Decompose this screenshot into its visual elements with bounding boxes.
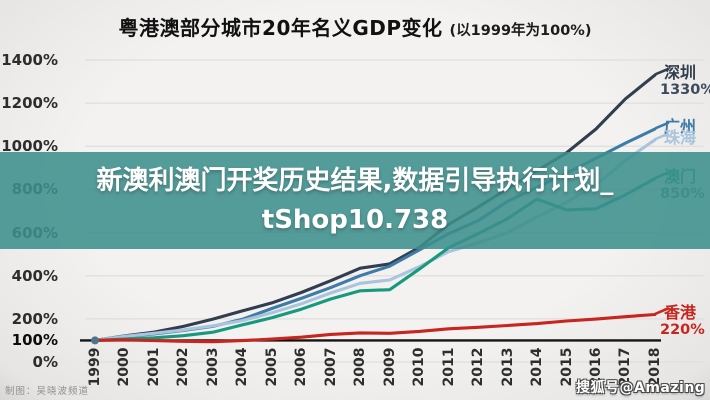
series-label-深圳: 深圳 xyxy=(664,63,697,83)
x-tick-2011: 2011 xyxy=(440,347,457,387)
leader-深圳 xyxy=(654,67,670,76)
overlay-ad-banner[interactable]: 新澳利澳门开奖历史结果,数据引导执行计划_ tShop10.738 xyxy=(0,152,710,249)
x-tick-2003: 2003 xyxy=(204,347,221,387)
x-tick-2005: 2005 xyxy=(263,347,280,387)
x-tick-2015: 2015 xyxy=(558,347,575,387)
x-tick-2012: 2012 xyxy=(470,347,487,387)
series-label-珠海: 珠海 xyxy=(664,127,697,147)
overlay-banner-line1: 新澳利澳门开奖历史结果,数据引导执行计划_ xyxy=(96,166,614,196)
series-endvalue-香港: 220% xyxy=(660,321,705,338)
series-endvalue-深圳: 1330% xyxy=(660,82,710,99)
leader-广州 xyxy=(654,121,670,130)
series-label-广州: 广州 xyxy=(664,117,697,137)
watermark-text: 搜狐号@Amazing xyxy=(576,380,706,396)
y-tick-1200%: 1200% xyxy=(1,94,58,113)
leader-香港 xyxy=(654,307,670,315)
start-point-marker xyxy=(91,336,99,345)
series-line-香港 xyxy=(93,312,657,344)
x-tick-2010: 2010 xyxy=(411,347,428,387)
y-tick-1400%: 1400% xyxy=(1,51,58,69)
x-tick-1999: 1999 xyxy=(87,347,103,387)
x-tick-2006: 2006 xyxy=(293,347,310,387)
y-tick-400%: 400% xyxy=(11,266,58,285)
y-tick-0%: 0% xyxy=(32,353,58,371)
y-tick-200%: 200% xyxy=(11,309,58,328)
y-tick-1000%: 1000% xyxy=(1,137,58,156)
overlay-banner-line2: tShop10.738 xyxy=(261,204,449,235)
chart-title-main: 粤港澳部分城市20年名义GDP变化 xyxy=(118,16,443,40)
x-tick-2007: 2007 xyxy=(322,347,339,387)
leader-珠海 xyxy=(654,132,670,141)
x-tick-2004: 2004 xyxy=(234,347,251,387)
x-tick-2014: 2014 xyxy=(529,347,546,387)
x-tick-2001: 2001 xyxy=(145,347,162,387)
series-label-香港: 香港 xyxy=(664,302,697,322)
chart-title-subtitle: (以1999年为100%) xyxy=(449,23,592,39)
y-tick-100%: 100% xyxy=(11,331,58,350)
credit-text: 制图：吴晓波频道 xyxy=(5,386,90,397)
x-tick-2002: 2002 xyxy=(175,347,192,387)
x-tick-2008: 2008 xyxy=(352,347,369,387)
x-tick-2000: 2000 xyxy=(116,347,133,387)
chart-title: 粤港澳部分城市20年名义GDP变化 (以1999年为100%) xyxy=(0,12,710,41)
x-tick-2013: 2013 xyxy=(499,347,516,387)
x-tick-2009: 2009 xyxy=(381,347,398,387)
